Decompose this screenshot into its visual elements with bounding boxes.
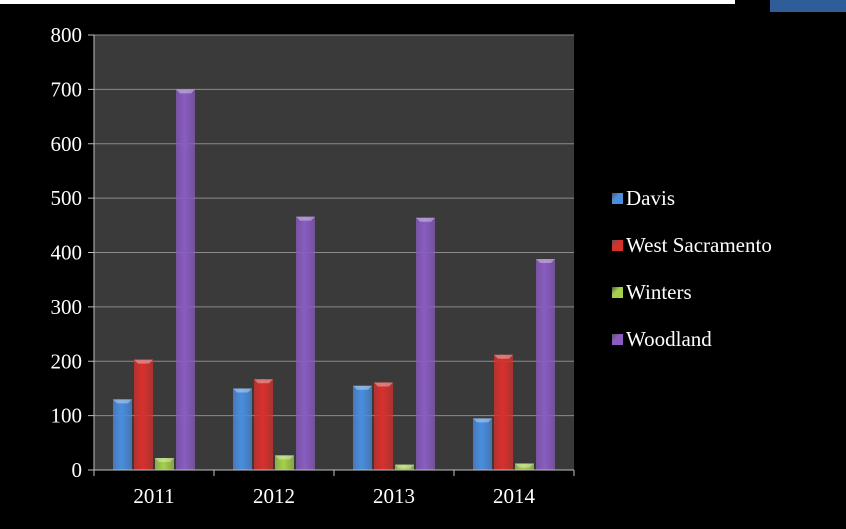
y-tick-label-800: 800	[51, 23, 83, 47]
legend-item-west-sacramento: West Sacramento	[612, 233, 842, 257]
bar-winters-2012	[275, 455, 294, 470]
x-axis-tick-labels: 2011 2012 2013 2014	[133, 484, 535, 508]
y-tick-label-200: 200	[51, 349, 83, 373]
bar-cap-west-sacramento-2012	[254, 379, 273, 384]
legend-label-west-sacramento: West Sacramento	[626, 232, 772, 257]
bar-west-sacramento-2013	[374, 382, 393, 470]
bar-woodland-2014	[536, 259, 555, 470]
bar-cap-davis-2013	[353, 385, 372, 390]
bar-winters-2013	[395, 464, 414, 470]
bar-davis-2011	[113, 399, 132, 470]
legend-swatch-woodland	[612, 333, 623, 345]
bar-cap-winters-2012	[275, 455, 294, 460]
bar-cap-davis-2012	[233, 388, 252, 393]
bar-cap-woodland-2012	[296, 216, 315, 221]
legend-item-winters: Winters	[612, 280, 842, 304]
bar-cap-winters-2014	[515, 463, 534, 468]
gridlines	[88, 34, 574, 471]
bar-winters-2014	[515, 463, 534, 470]
y-tick-label-700: 700	[51, 77, 83, 101]
bar-cap-west-sacramento-2011	[134, 359, 153, 364]
bar-cap-winters-2011	[155, 458, 174, 463]
y-tick-label-500: 500	[51, 186, 83, 210]
bar-woodland-2011	[176, 89, 195, 470]
y-axis-tick-labels: 0 100 200 300 400 500 600 700 800	[51, 23, 83, 482]
bar-cap-west-sacramento-2013	[374, 382, 393, 387]
bar-cap-west-sacramento-2014	[494, 354, 513, 359]
y-tick-label-100: 100	[51, 404, 83, 428]
bars	[113, 89, 555, 470]
legend-label-winters: Winters	[626, 279, 692, 304]
axes	[93, 35, 575, 476]
legend-swatch-winters	[612, 286, 623, 298]
x-tick-label-2011: 2011	[133, 484, 174, 508]
y-tick-label-400: 400	[51, 241, 83, 265]
x-tick-label-2012: 2012	[253, 484, 295, 508]
legend-label-woodland: Woodland	[626, 326, 712, 351]
y-tick-label-0: 0	[72, 458, 83, 482]
legend-item-davis: Davis	[612, 186, 842, 210]
legend-swatch-davis	[612, 192, 623, 204]
bar-west-sacramento-2012	[254, 379, 273, 470]
bar-west-sacramento-2011	[134, 359, 153, 470]
bar-winters-2011	[155, 458, 174, 470]
bar-cap-woodland-2014	[536, 259, 555, 264]
legend-label-davis: Davis	[626, 185, 675, 210]
bar-davis-2012	[233, 388, 252, 470]
top-border-strip	[0, 0, 735, 4]
bar-davis-2013	[353, 385, 372, 470]
bar-cap-woodland-2013	[416, 217, 435, 222]
bar-cap-winters-2013	[395, 464, 414, 469]
x-tick-label-2014: 2014	[493, 484, 536, 508]
y-tick-label-300: 300	[51, 295, 83, 319]
bar-woodland-2012	[296, 216, 315, 470]
legend-item-woodland: Woodland	[612, 327, 842, 351]
corner-tab	[770, 0, 846, 12]
bar-west-sacramento-2014	[494, 354, 513, 470]
legend-swatch-west-sacramento	[612, 239, 623, 251]
x-tick-label-2013: 2013	[373, 484, 415, 508]
bar-davis-2014	[473, 418, 492, 470]
bar-cap-davis-2014	[473, 418, 492, 423]
legend: Davis West Sacramento Winters Woodland	[612, 186, 842, 374]
bar-woodland-2013	[416, 217, 435, 470]
bar-cap-woodland-2011	[176, 89, 195, 94]
y-tick-label-600: 600	[51, 132, 83, 156]
bar-cap-davis-2011	[113, 399, 132, 404]
